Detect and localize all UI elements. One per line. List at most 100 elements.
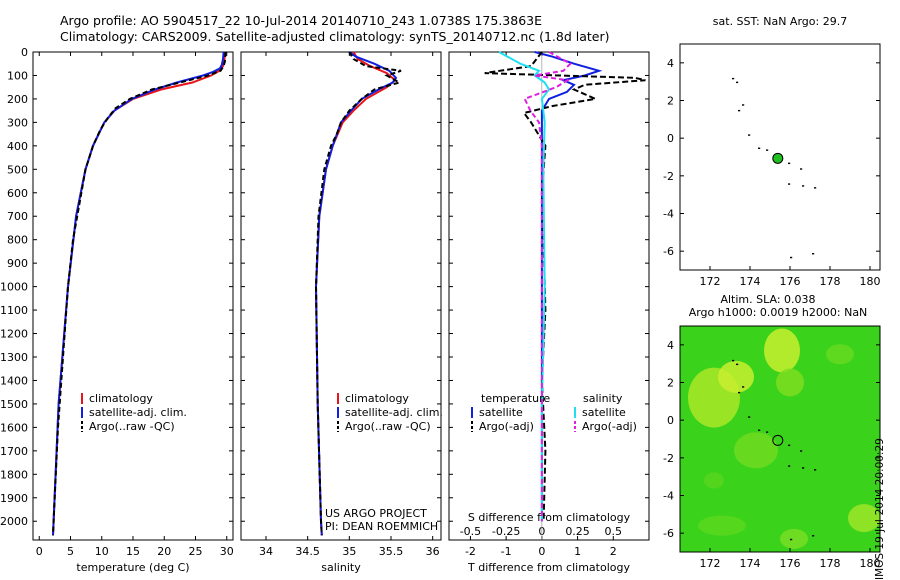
y-tick-label: 1900 xyxy=(0,492,28,505)
island-mark xyxy=(788,444,791,447)
island-mark xyxy=(790,538,793,541)
y-tick-label: 1300 xyxy=(0,351,28,364)
x-tick-label: 180 xyxy=(860,275,881,288)
island-mark xyxy=(742,386,745,388)
island-mark xyxy=(738,391,741,394)
y-tick-label: 1600 xyxy=(0,421,28,434)
x-tick-label: 36 xyxy=(426,545,440,558)
top-tick-label: 0.5 xyxy=(605,525,623,538)
x-tick-label: 35.5 xyxy=(379,545,404,558)
argo-line xyxy=(314,51,402,536)
y-tick-label: -6 xyxy=(663,245,674,258)
island-mark xyxy=(812,535,815,537)
float-position-marker xyxy=(772,434,784,446)
island-mark xyxy=(802,467,805,469)
island-mark xyxy=(802,185,805,187)
x-tick-label: 176 xyxy=(780,275,801,288)
plot-frame xyxy=(32,51,234,541)
sla-map-title-1: Altim. SLA: 0.038 xyxy=(720,293,815,306)
sla-heatmap-cell xyxy=(698,515,746,536)
sst-map-title: sat. SST: NaN Argo: 29.7 xyxy=(713,15,847,28)
y-tick-label: 2 xyxy=(667,95,674,108)
island-mark xyxy=(766,431,769,433)
s-argo-line xyxy=(523,51,573,522)
x-tick-label: 34.5 xyxy=(295,545,320,558)
y-tick-label: 400 xyxy=(7,140,28,153)
title-line-2: Climatology: CARS2009. Satellite-adjuste… xyxy=(60,29,610,44)
sla-map-title-2: Argo h1000: 0.0019 h2000: NaN xyxy=(689,306,868,319)
x-tick-label: 176 xyxy=(780,557,801,570)
y-tick-label: 100 xyxy=(7,69,28,82)
plot-frame xyxy=(448,51,650,541)
sla-heatmap-cell xyxy=(780,528,808,549)
x-tick-label: 10 xyxy=(95,545,109,558)
x-axis-label: T difference from climatology xyxy=(467,561,630,574)
top-tick-label: -0.5 xyxy=(460,525,481,538)
float-position-marker xyxy=(772,152,784,164)
y-tick-label: 200 xyxy=(7,93,28,106)
island-mark xyxy=(766,149,769,151)
island-mark xyxy=(788,162,791,165)
y-tick-label: 1200 xyxy=(0,328,28,341)
legend-header: salinity xyxy=(583,392,623,405)
x-tick-label: 174 xyxy=(740,275,761,288)
y-tick-label: 1400 xyxy=(0,374,28,387)
sla-heatmap-cell xyxy=(826,344,854,365)
legend-label: climatology xyxy=(89,392,153,405)
y-tick-label: -6 xyxy=(663,527,674,540)
y-tick-label: 900 xyxy=(7,257,28,270)
s-satellite-line xyxy=(498,51,551,522)
x-tick-label: 174 xyxy=(740,557,761,570)
map-frame xyxy=(679,43,881,271)
island-mark xyxy=(758,429,761,431)
sla-heatmap-cell xyxy=(848,504,880,533)
island-mark xyxy=(758,147,761,149)
x-tick-label: 0 xyxy=(538,545,545,558)
argo-line xyxy=(52,51,227,536)
sst-map-panel: sat. SST: NaN Argo: 29.7 172 174 176 178 180 4… xyxy=(663,15,881,288)
x-tick-label: 178 xyxy=(820,557,841,570)
legend-label: climatology xyxy=(345,392,409,405)
x-tick-label: 34 xyxy=(259,545,273,558)
y-tick-label: 2 xyxy=(667,377,674,390)
x-tick-label: 30 xyxy=(220,545,234,558)
island-mark xyxy=(800,450,803,452)
y-tick-label: 800 xyxy=(7,234,28,247)
y-tick-label: 1000 xyxy=(0,281,28,294)
island-mark xyxy=(814,187,817,189)
island-mark xyxy=(748,134,751,136)
island-mark xyxy=(736,81,739,84)
sla-heatmap-cell xyxy=(704,472,724,489)
top-axis-label: S difference from climatology xyxy=(468,511,631,524)
y-tick-label: 1800 xyxy=(0,468,28,481)
y-tick-label: 0 xyxy=(667,414,674,427)
x-axis-label: temperature (deg C) xyxy=(76,561,189,574)
island-mark xyxy=(812,253,815,255)
island-mark xyxy=(738,109,741,112)
legend-label: Argo(-adj) xyxy=(479,420,534,433)
top-tick-label: 0.25 xyxy=(565,525,590,538)
timestamp-stamp: IMOS 19-Jul-2014 20:00:29 xyxy=(874,438,886,580)
x-tick-label: 1 xyxy=(574,545,581,558)
sla-heatmap-cell xyxy=(718,360,754,393)
island-mark xyxy=(736,363,739,366)
y-tick-label: 4 xyxy=(667,339,674,352)
temperature-panel: 0 5 10 15 20 25 300100200300400500600700800900… xyxy=(0,46,234,574)
y-tick-label: 1700 xyxy=(0,445,28,458)
x-tick-label: 172 xyxy=(700,557,721,570)
x-tick-label: -2 xyxy=(465,545,476,558)
x-tick-label: 5 xyxy=(67,545,74,558)
y-tick-label: 1500 xyxy=(0,398,28,411)
y-tick-label: 600 xyxy=(7,187,28,200)
y-tick-label: -2 xyxy=(663,452,674,465)
y-tick-label: 500 xyxy=(7,163,28,176)
y-tick-label: -4 xyxy=(663,208,674,221)
y-tick-label: 300 xyxy=(7,116,28,129)
legend-label: Argo(..raw -QC) xyxy=(89,420,175,433)
title-line-1: Argo profile: AO 5904517_22 10-Jul-2014 … xyxy=(60,13,542,28)
y-tick-label: -4 xyxy=(663,490,674,503)
legend-label: satellite xyxy=(479,406,523,419)
y-tick-label: 0 xyxy=(21,46,28,59)
y-tick-label: -2 xyxy=(663,170,674,183)
